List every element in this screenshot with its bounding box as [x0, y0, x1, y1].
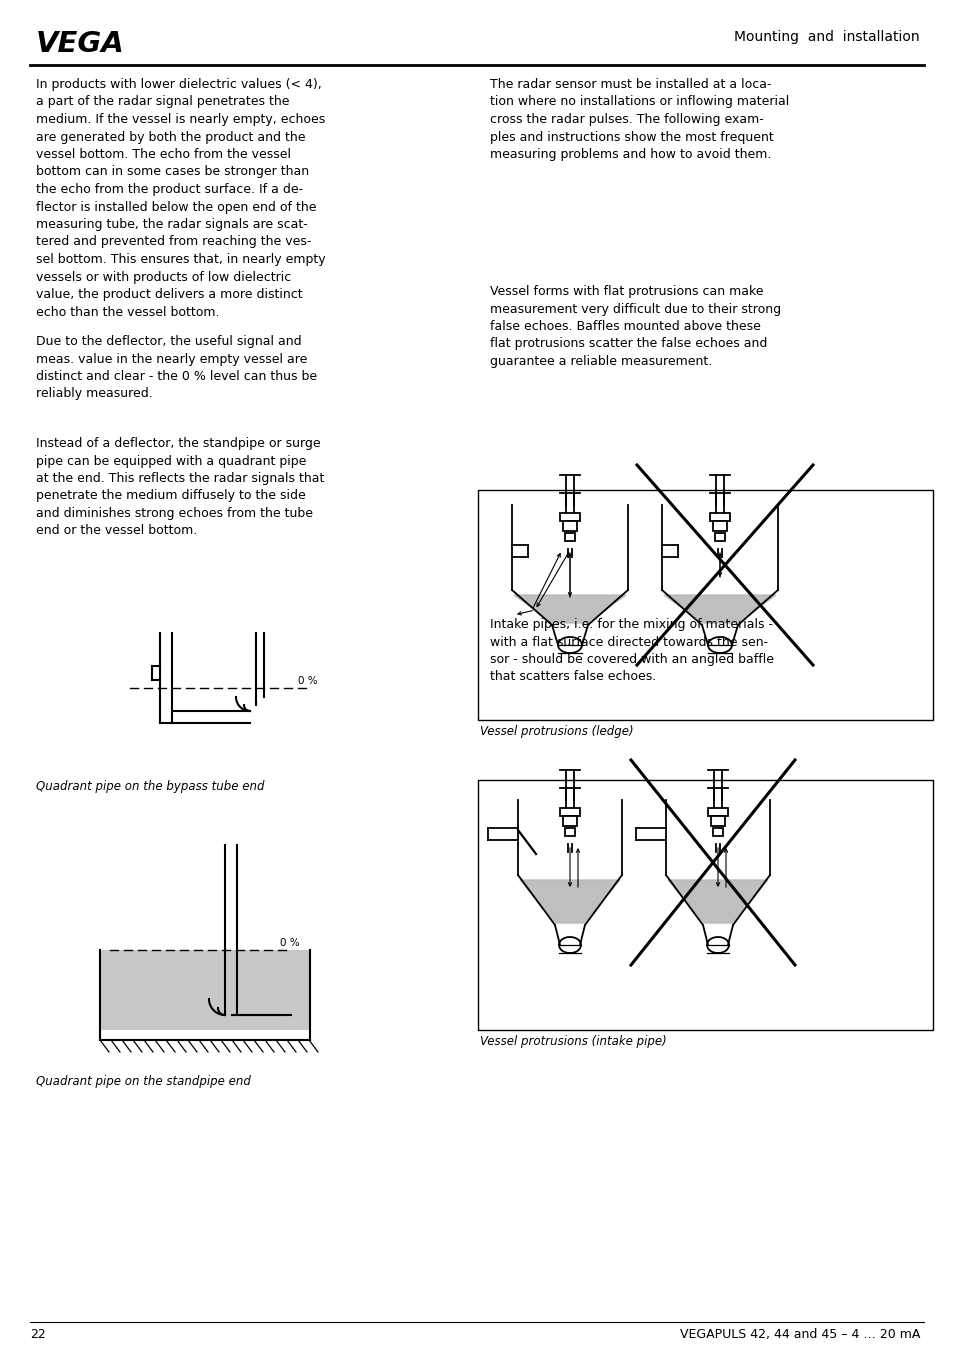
Text: 0 %: 0 % [297, 676, 317, 685]
Text: Vessel protrusions (ledge): Vessel protrusions (ledge) [479, 725, 633, 738]
Text: Quadrant pipe on the bypass tube end: Quadrant pipe on the bypass tube end [36, 780, 264, 794]
Text: Mounting  and  installation: Mounting and installation [734, 30, 919, 45]
Bar [100, 950, 310, 1030]
Text: VEGAPULS 42, 44 and 45 – 4 … 20 mA: VEGAPULS 42, 44 and 45 – 4 … 20 mA [679, 1328, 919, 1341]
Text: Due to the deflector, the useful signal and
meas. value in the nearly empty vess: Due to the deflector, the useful signal … [36, 335, 316, 400]
Bar [712, 521, 726, 531]
Polygon shape [667, 880, 767, 923]
Text: Quadrant pipe on the standpipe end: Quadrant pipe on the standpipe end [36, 1075, 251, 1088]
Bar [477, 489, 932, 721]
Text: Vessel forms with flat protrusions can make
measurement very difficult due to th: Vessel forms with flat protrusions can m… [490, 285, 781, 368]
Text: Instead of a deflector, the standpipe or surge
pipe can be equipped with a quadr: Instead of a deflector, the standpipe or… [36, 437, 324, 538]
Polygon shape [519, 880, 619, 923]
Text: The radar sensor must be installed at a loca-
tion where no installations or inf: The radar sensor must be installed at a … [490, 78, 788, 161]
Bar [559, 512, 579, 521]
Bar [562, 521, 577, 531]
Bar [564, 827, 575, 836]
Bar [714, 533, 724, 541]
Bar [559, 808, 579, 817]
Text: 22: 22 [30, 1328, 46, 1341]
Bar [564, 533, 575, 541]
Bar [710, 817, 724, 826]
Bar [709, 512, 729, 521]
Polygon shape [514, 595, 625, 623]
Bar [477, 780, 932, 1030]
Text: Vessel protrusions (intake pipe): Vessel protrusions (intake pipe) [479, 1036, 666, 1048]
Bar [562, 817, 577, 826]
Bar [712, 827, 722, 836]
Bar [707, 808, 727, 817]
Text: 0 %: 0 % [280, 938, 299, 948]
Text: Intake pipes, i.e. for the mixing of materials -
with a flat surface directed to: Intake pipes, i.e. for the mixing of mat… [490, 618, 773, 684]
Polygon shape [663, 595, 775, 623]
Text: In products with lower dielectric values (< 4),
a part of the radar signal penet: In products with lower dielectric values… [36, 78, 325, 319]
Text: VEGA: VEGA [36, 30, 125, 58]
